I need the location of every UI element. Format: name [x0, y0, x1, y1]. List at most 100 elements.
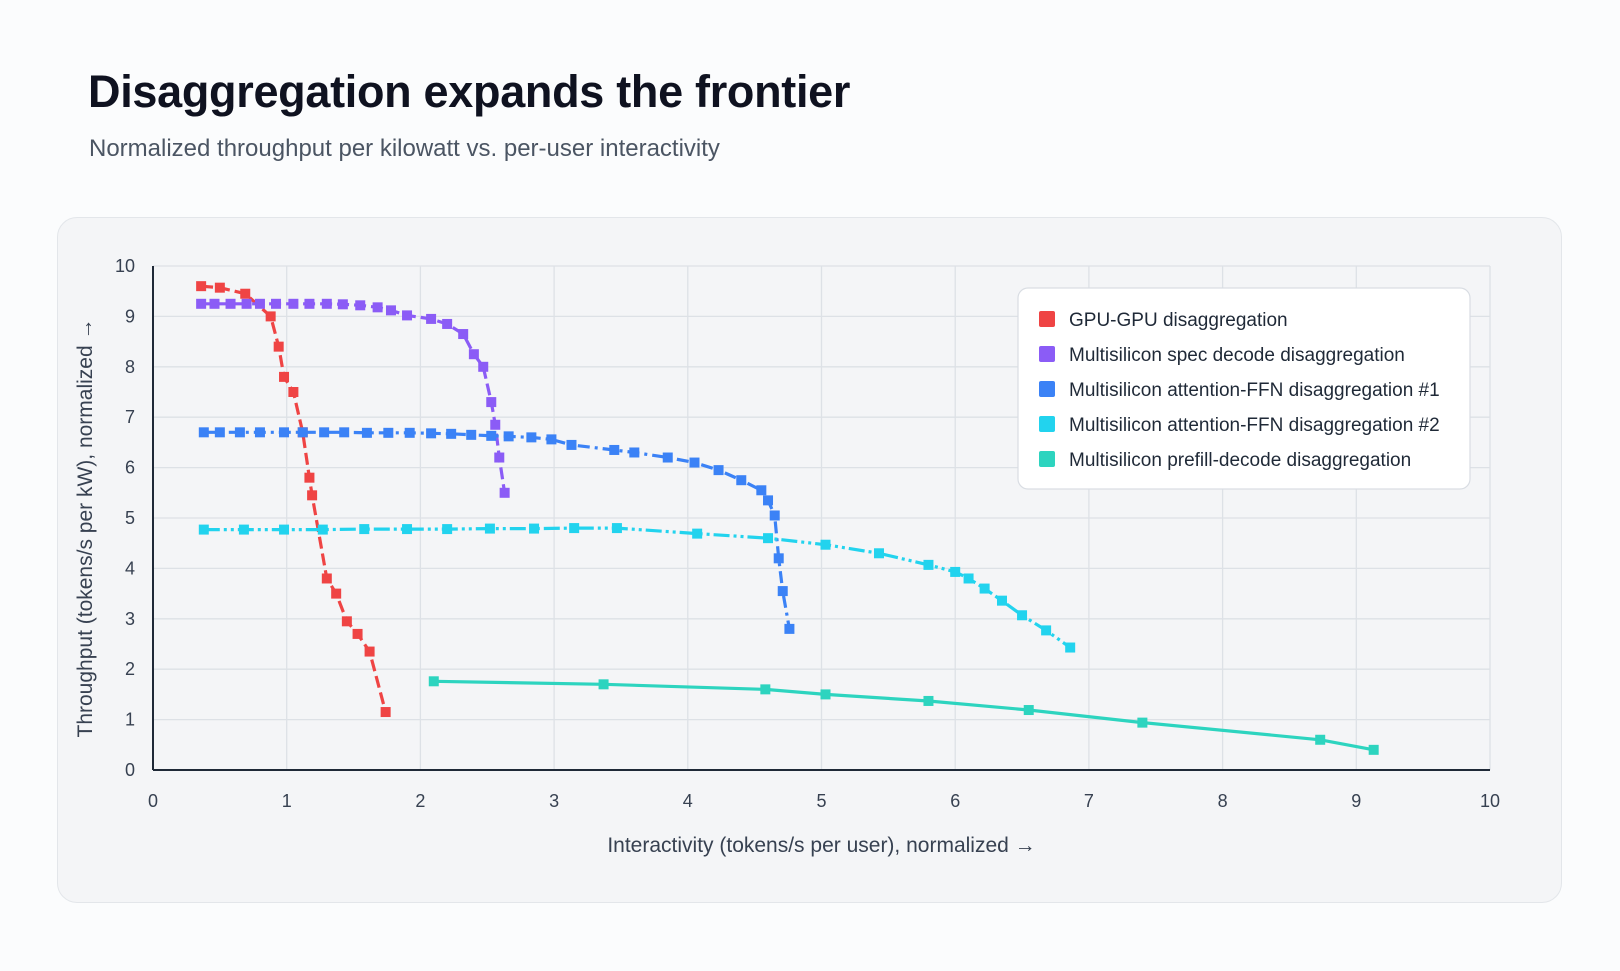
- y-tick-label: 1: [125, 710, 135, 730]
- data-point: [297, 427, 308, 438]
- y-tick-label: 5: [125, 508, 135, 528]
- data-point: [756, 485, 767, 496]
- data-point: [383, 427, 394, 438]
- x-axis-title: Interactivity (tokens/s per user), norma…: [607, 834, 1035, 857]
- data-point: [198, 427, 209, 438]
- data-point: [273, 341, 284, 352]
- y-tick-label: 10: [115, 256, 135, 276]
- data-point: [923, 695, 934, 706]
- data-point: [304, 472, 315, 483]
- data-point: [784, 623, 795, 634]
- series-5: [428, 676, 1379, 755]
- data-point: [339, 427, 350, 438]
- data-point: [402, 310, 413, 321]
- legend: GPU-GPU disaggregation Multisilicon spec …: [1017, 287, 1471, 490]
- x-tick-label: 7: [1084, 791, 1094, 811]
- legend-label: Multisilicon spec decode disaggregation: [1069, 345, 1405, 366]
- x-tick-label: 0: [148, 791, 158, 811]
- x-tick-label: 3: [549, 791, 559, 811]
- y-tick-label: 2: [125, 659, 135, 679]
- data-point: [1065, 642, 1076, 653]
- data-point: [426, 428, 437, 439]
- data-point: [355, 300, 366, 311]
- x-tick-label: 9: [1351, 791, 1361, 811]
- data-point: [979, 583, 990, 594]
- data-point: [402, 524, 413, 535]
- data-point: [380, 707, 391, 718]
- data-point: [321, 573, 332, 584]
- data-point: [364, 646, 375, 657]
- data-point: [662, 452, 673, 463]
- x-tick-label: 1: [282, 791, 292, 811]
- data-point: [279, 427, 290, 438]
- y-tick-label: 4: [125, 558, 135, 578]
- legend-swatch: [1039, 346, 1055, 362]
- data-point: [486, 397, 497, 408]
- data-point: [490, 419, 501, 430]
- legend-box: [1017, 287, 1471, 490]
- legend-item: Multisilicon attention-FFN disaggregatio…: [1039, 380, 1440, 401]
- data-point: [265, 311, 276, 322]
- data-point: [304, 298, 315, 309]
- data-point: [773, 553, 784, 564]
- data-point: [692, 528, 703, 539]
- axes: 0 1 2 3 4 5 6 7 8 9 10 0 1 2 3 4 5 6 7 8 9 10: [115, 256, 1500, 811]
- data-point: [526, 432, 537, 443]
- series-line: [203, 526, 1072, 649]
- legend-label: GPU-GPU disaggregation: [1069, 310, 1288, 331]
- data-point: [494, 452, 505, 463]
- data-point: [279, 371, 290, 382]
- data-point: [458, 329, 469, 340]
- data-point: [478, 361, 489, 372]
- data-point: [569, 523, 580, 534]
- data-point: [341, 616, 352, 627]
- data-point: [359, 524, 370, 535]
- data-point: [629, 447, 640, 458]
- legend-swatch: [1039, 381, 1055, 397]
- data-point: [428, 676, 439, 687]
- data-point: [769, 510, 780, 521]
- data-point: [950, 566, 961, 577]
- data-point: [777, 586, 788, 597]
- data-point: [352, 628, 363, 639]
- data-point: [361, 427, 372, 438]
- data-point: [234, 427, 245, 438]
- data-point: [598, 679, 609, 690]
- data-point: [820, 689, 831, 700]
- data-point: [225, 298, 236, 309]
- legend-swatch: [1039, 451, 1055, 467]
- data-point: [196, 281, 207, 292]
- data-point: [288, 387, 299, 397]
- data-point: [238, 524, 249, 535]
- data-point: [372, 302, 383, 313]
- data-point: [288, 298, 299, 309]
- data-point: [321, 298, 332, 309]
- data-point: [763, 533, 774, 544]
- x-tick-label: 6: [950, 791, 960, 811]
- data-point: [1368, 744, 1379, 755]
- data-point: [385, 305, 396, 316]
- y-tick-label: 7: [125, 407, 135, 427]
- data-point: [442, 318, 453, 329]
- data-point: [611, 523, 622, 534]
- data-point: [426, 313, 437, 324]
- data-point: [442, 524, 453, 535]
- series-2: [196, 298, 510, 498]
- y-tick-label: 6: [125, 458, 135, 478]
- data-point: [241, 298, 252, 309]
- data-point: [609, 444, 620, 455]
- data-point: [198, 524, 209, 535]
- data-point: [713, 465, 724, 476]
- data-point: [271, 298, 282, 309]
- data-point: [240, 288, 251, 299]
- legend-swatch: [1039, 416, 1055, 432]
- data-point: [484, 523, 495, 534]
- data-point: [1041, 625, 1052, 636]
- data-point: [1315, 734, 1326, 745]
- data-point: [503, 431, 514, 442]
- data-point: [873, 548, 884, 559]
- data-point: [546, 434, 557, 445]
- data-point: [689, 457, 700, 468]
